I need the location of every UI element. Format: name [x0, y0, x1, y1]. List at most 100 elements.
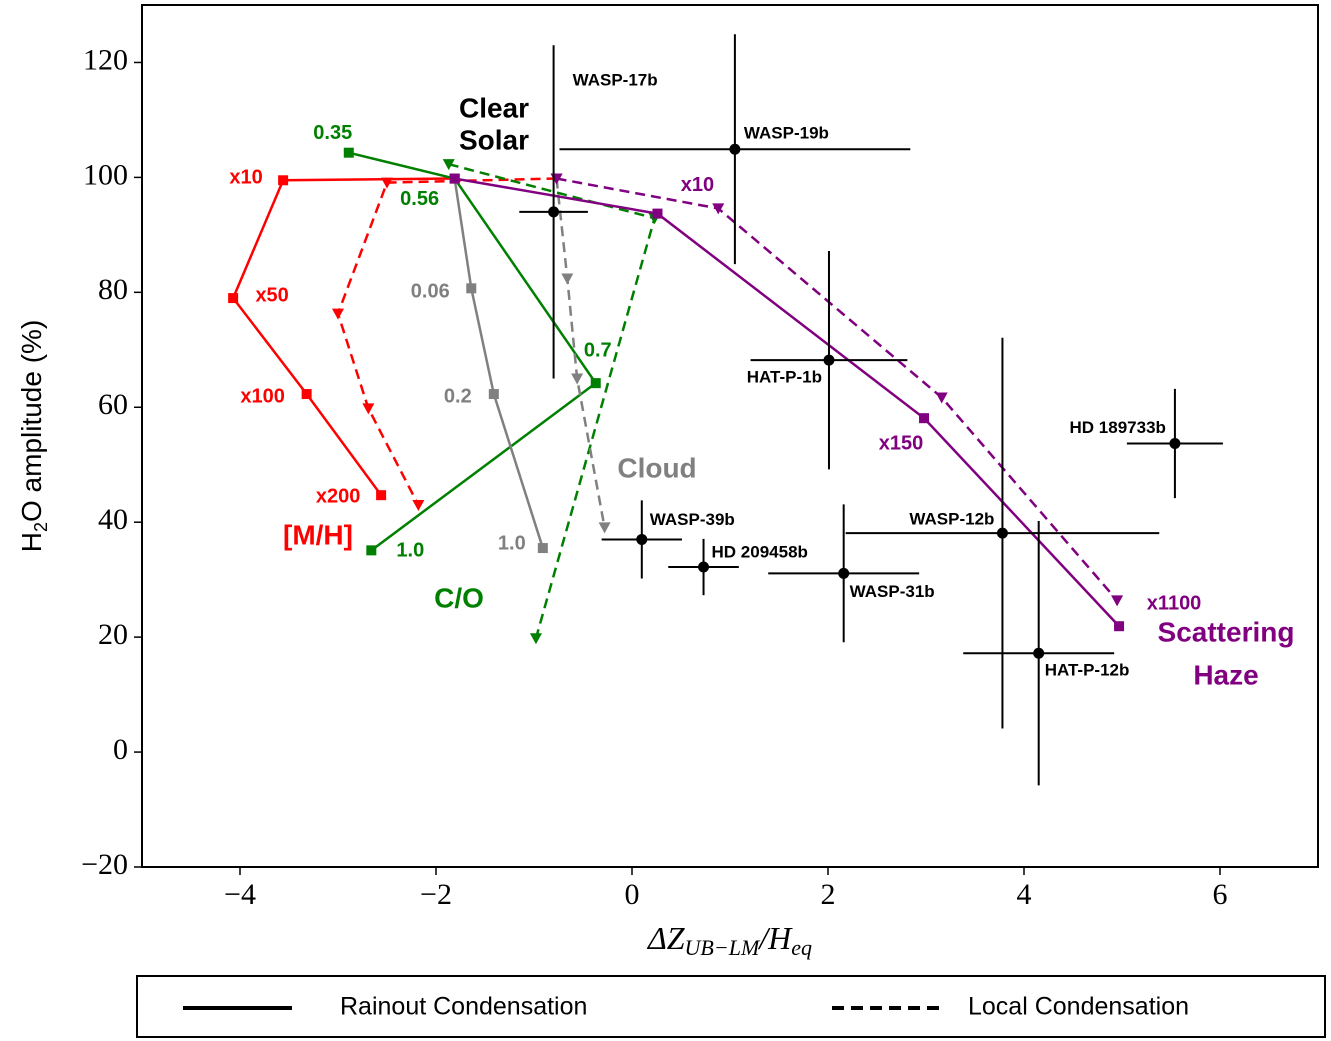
rainout-marker: [343, 147, 354, 158]
point-label: x200: [316, 485, 361, 507]
rainout-marker: [919, 413, 930, 424]
planet-label: WASP-12b: [909, 510, 994, 529]
local-marker: [332, 308, 344, 320]
point-label: x1100: [1147, 592, 1202, 614]
planet-point: [823, 354, 835, 366]
local-marker: [1111, 595, 1124, 607]
rainout-marker: [278, 175, 289, 186]
planet-point: [698, 561, 710, 573]
x-label-part: ΔZ: [646, 920, 686, 956]
planet-label: WASP-31b: [850, 582, 935, 601]
planet-label: HD 209458b: [712, 543, 808, 562]
local-line: [555, 178, 606, 528]
point-label: x10: [681, 174, 714, 196]
model-label: Haze: [1193, 659, 1258, 690]
planet-label: HAT-P-12b: [1045, 661, 1130, 680]
solar-label: Solar: [459, 124, 529, 155]
rainout-line: [348, 151, 598, 552]
x-tick-label: −2: [420, 878, 452, 911]
y-tick-label: 0: [113, 733, 128, 766]
model-label: Scattering: [1158, 616, 1295, 647]
local-marker: [598, 522, 611, 534]
y-label-part: O amplitude (%): [16, 320, 47, 522]
local-line: [336, 177, 557, 506]
rainout-marker: [590, 378, 601, 389]
planet-label: WASP-39b: [650, 510, 735, 529]
rainout-marker: [652, 208, 663, 219]
rainout-line: [453, 178, 545, 549]
planet-point: [996, 527, 1008, 539]
rainout-marker: [301, 389, 312, 400]
point-label: 0.7: [584, 339, 612, 361]
local-marker: [935, 392, 948, 404]
rainout-marker: [376, 490, 387, 501]
x-tick-label: −4: [224, 878, 256, 911]
point-label: x100: [240, 385, 285, 407]
y-tick-label: −20: [81, 848, 128, 881]
x-tick-label: 4: [1017, 878, 1032, 911]
planet-label: HAT-P-1b: [747, 368, 822, 387]
solar-label: Clear: [459, 92, 529, 123]
x-label-sub: eq: [791, 935, 812, 960]
planet-label: WASP-19b: [744, 124, 829, 143]
planet-label: HD 189733b: [1070, 418, 1166, 437]
point-label: x10: [229, 167, 262, 189]
rainout-marker: [228, 293, 239, 304]
local-marker: [712, 203, 725, 215]
x-label-part: /H: [757, 920, 793, 956]
y-tick-label: 120: [83, 43, 128, 76]
planet-point: [1033, 647, 1045, 659]
y-tick-label: 60: [98, 388, 128, 421]
planet-label: WASP-17b: [573, 70, 658, 89]
plot-frame: [141, 4, 1319, 868]
local-marker: [381, 177, 393, 189]
y-tick-label: 80: [98, 273, 128, 306]
x-tick-label: 0: [625, 878, 640, 911]
y-tick-label: 40: [98, 503, 128, 536]
rainout-marker: [537, 543, 548, 554]
planet-point: [729, 143, 741, 155]
local-marker: [529, 633, 542, 645]
x-tick-label: 2: [821, 878, 836, 911]
y-tick-label: 100: [83, 158, 128, 191]
rainout-line: [454, 177, 1120, 628]
planet-point: [636, 533, 648, 545]
local-marker: [362, 403, 375, 415]
x-axis-label: ΔZUB−LM/Heq: [646, 920, 812, 960]
point-label: 1.0: [498, 532, 526, 554]
legend-box: [136, 975, 1326, 1038]
local-marker: [561, 273, 574, 285]
point-label: x50: [255, 284, 288, 306]
planet-point: [838, 567, 850, 579]
rainout-marker: [449, 173, 460, 184]
point-label: 0.56: [400, 188, 439, 210]
point-label: 0.2: [444, 385, 472, 407]
local-line: [448, 162, 657, 639]
rainout-marker: [366, 545, 377, 556]
local-marker: [442, 159, 455, 171]
y-tick-label: 20: [98, 618, 128, 651]
legend-label: Local Condensation: [968, 993, 1189, 1021]
point-label: 0.35: [313, 122, 352, 144]
model-label: [M/H]: [283, 519, 353, 550]
rainout-marker: [466, 283, 477, 294]
model-label: Cloud: [617, 452, 696, 483]
local-marker: [412, 499, 425, 511]
y-label-sub: 2: [31, 522, 51, 532]
y-axis-label: H2O amplitude (%): [16, 320, 50, 553]
local-marker: [571, 373, 584, 385]
legend-label: Rainout Condensation: [340, 993, 587, 1021]
rainout-marker: [1114, 621, 1125, 632]
y-label-part: H: [16, 532, 47, 552]
planet-point: [548, 206, 560, 218]
planet-point: [1169, 437, 1181, 449]
rainout-marker: [488, 389, 499, 400]
x-tick-label: 6: [1213, 878, 1228, 911]
point-label: x150: [879, 432, 924, 454]
x-label-sub: UB−LM: [685, 935, 761, 960]
rainout-line: [231, 177, 455, 496]
point-label: 1.0: [396, 540, 424, 562]
model-label: C/O: [434, 582, 484, 613]
point-label: 0.06: [411, 281, 450, 303]
